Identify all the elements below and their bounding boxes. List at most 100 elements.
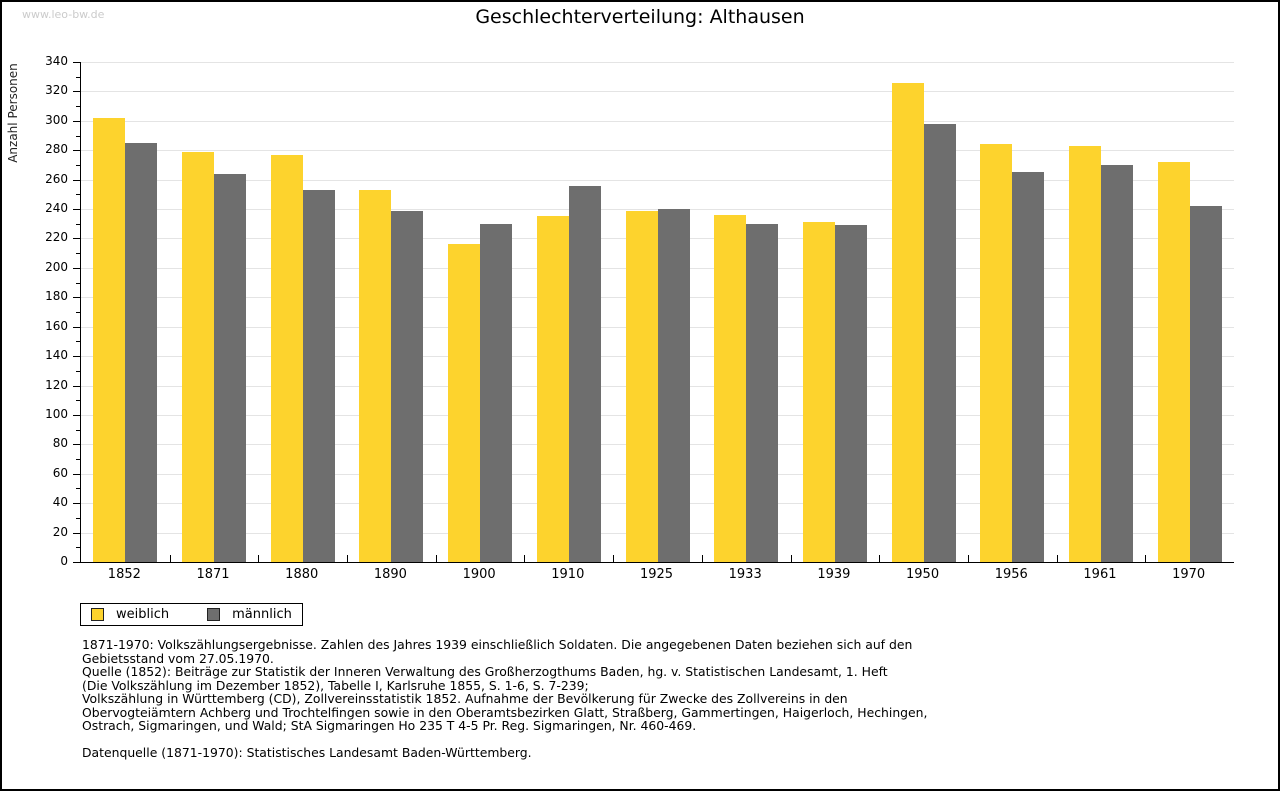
y-tick-major xyxy=(73,267,80,269)
bar-männlich-1890 xyxy=(391,210,424,562)
y-tick-major xyxy=(73,297,80,299)
bar-männlich-1950 xyxy=(923,123,956,562)
x-tick-label: 1900 xyxy=(462,567,496,582)
legend-item-weiblich: weiblich xyxy=(91,607,169,622)
y-tick-minor xyxy=(76,194,80,196)
footnote-line: Volkszählung in Württemberg (CD), Zollve… xyxy=(82,691,848,706)
y-tick-label: 180 xyxy=(45,289,68,304)
y-tick-minor xyxy=(76,429,80,431)
y-tick-label: 340 xyxy=(45,54,68,68)
x-tick-label: 1950 xyxy=(906,567,940,582)
y-axis-label: Anzahl Personen xyxy=(6,63,20,163)
y-tick-major xyxy=(73,503,80,505)
legend-item-maennlich: männlich xyxy=(207,607,292,622)
y-tick-minor xyxy=(76,400,80,402)
gridline xyxy=(81,120,1234,122)
y-tick-minor xyxy=(76,253,80,255)
bar-männlich-1939 xyxy=(834,225,867,562)
bar-männlich-1933 xyxy=(746,223,779,562)
bar-männlich-1880 xyxy=(302,189,335,562)
legend-swatch-weiblich xyxy=(91,608,104,621)
bar-weiblich-1956 xyxy=(980,144,1013,562)
gridline xyxy=(81,91,1234,93)
y-tick-label: 140 xyxy=(45,348,68,363)
y-tick-label: 120 xyxy=(45,377,68,392)
bar-weiblich-1880 xyxy=(270,154,303,562)
y-tick-minor xyxy=(76,76,80,78)
bar-weiblich-1925 xyxy=(625,210,658,562)
y-tick-major xyxy=(73,62,80,63)
bar-weiblich-1852 xyxy=(93,117,126,562)
x-tick-label: 1956 xyxy=(994,567,1028,582)
y-tick-major xyxy=(73,150,80,152)
y-tick-minor xyxy=(76,370,80,372)
y-tick-major xyxy=(73,238,80,240)
y-tick-major xyxy=(73,473,80,475)
y-tick-label: 40 xyxy=(52,495,68,510)
y-tick-major xyxy=(73,326,80,328)
legend-swatch-maennlich xyxy=(207,608,221,621)
y-tick-label: 0 xyxy=(60,554,68,568)
x-tick xyxy=(169,555,171,562)
y-tick-major xyxy=(73,120,80,122)
bar-männlich-1900 xyxy=(480,223,513,562)
bar-weiblich-1970 xyxy=(1157,162,1190,562)
y-tick-minor xyxy=(76,488,80,490)
bar-weiblich-1933 xyxy=(714,214,747,562)
footnote-line: 1871-1970: Volkszählungsergebnisse. Zahl… xyxy=(82,637,913,652)
bar-männlich-1970 xyxy=(1189,206,1222,562)
bar-männlich-1956 xyxy=(1012,172,1045,562)
gridline xyxy=(81,150,1234,152)
x-tick-label: 1910 xyxy=(551,567,585,582)
bar-weiblich-1961 xyxy=(1068,145,1101,562)
y-tick-label: 240 xyxy=(45,201,68,216)
y-tick-label: 300 xyxy=(45,112,68,127)
footnote-line: Quelle (1852): Beiträge zur Statistik de… xyxy=(82,664,888,679)
footnote-line xyxy=(82,733,927,747)
plot-area xyxy=(80,62,1234,563)
gridline xyxy=(81,62,1234,63)
x-tick-label: 1933 xyxy=(728,567,762,582)
bar-weiblich-1939 xyxy=(802,222,835,562)
y-tick-major xyxy=(73,532,80,534)
bar-weiblich-1890 xyxy=(359,189,392,562)
x-tick-label: 1939 xyxy=(817,567,851,582)
y-tick-major xyxy=(73,444,80,446)
y-tick-label: 20 xyxy=(52,524,68,539)
bar-weiblich-1900 xyxy=(448,244,481,562)
x-tick-label: 1925 xyxy=(639,567,674,582)
y-tick-label: 160 xyxy=(45,318,68,333)
y-tick-label: 320 xyxy=(45,83,68,98)
y-tick-label: 260 xyxy=(45,171,68,186)
x-tick-label: 1852 xyxy=(107,567,141,582)
footnote-line: Datenquelle (1871-1970): Statistisches L… xyxy=(82,745,532,760)
x-tick xyxy=(967,555,969,562)
y-tick-label: 100 xyxy=(45,406,68,421)
x-tick xyxy=(435,555,437,562)
y-tick-minor xyxy=(76,164,80,166)
bar-weiblich-1950 xyxy=(891,82,924,562)
y-tick-minor xyxy=(76,459,80,461)
gridline xyxy=(81,179,1234,181)
x-tick xyxy=(1056,555,1058,562)
y-tick-major xyxy=(73,91,80,93)
footnotes: 1871-1970: Volkszählungsergebnisse. Zahl… xyxy=(82,638,927,760)
watermark: www.leo-bw.de xyxy=(22,8,105,21)
footnote-line: Obervogteiämtern Achberg und Trochtelfin… xyxy=(82,704,928,720)
y-tick-major xyxy=(73,209,80,211)
x-tick xyxy=(879,555,881,562)
y-tick-minor xyxy=(76,341,80,343)
x-tick-label: 1880 xyxy=(285,567,319,582)
y-tick-minor xyxy=(76,517,80,519)
legend: weiblich männlich xyxy=(80,603,303,626)
x-tick-label: 1961 xyxy=(1083,567,1117,582)
footnote-line: (Die Volkszählung im Dezember 1852), Tab… xyxy=(82,677,589,693)
bar-männlich-1961 xyxy=(1100,164,1133,562)
chart-title: Geschlechterverteilung: Althausen xyxy=(475,6,805,28)
y-tick-minor xyxy=(76,282,80,284)
x-tick-label: 1871 xyxy=(196,567,230,582)
bar-männlich-1925 xyxy=(657,209,690,562)
bar-weiblich-1871 xyxy=(182,151,215,562)
x-tick xyxy=(1145,555,1147,562)
